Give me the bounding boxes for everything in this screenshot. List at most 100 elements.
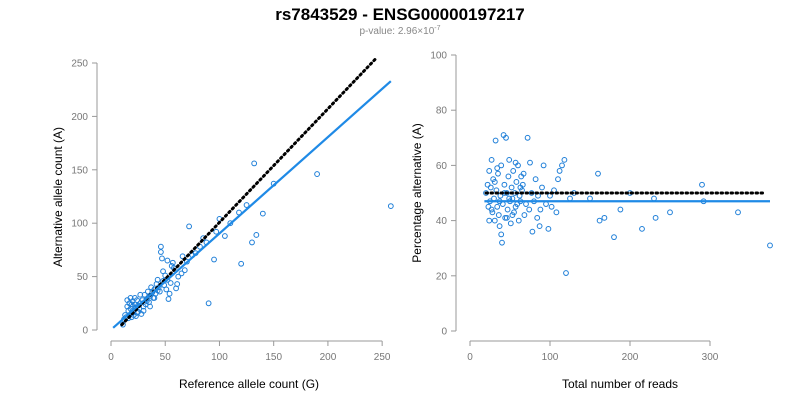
left-data-point — [163, 286, 170, 293]
chart-title: rs7843529 - ENSG00000197217 — [275, 5, 525, 24]
right-data-point — [496, 223, 503, 230]
right-data-point — [488, 206, 495, 213]
right-y-tick-label: 20 — [436, 271, 448, 282]
right-data-point — [735, 209, 741, 216]
left-y-tick-label: 100 — [71, 219, 88, 230]
left-data-point — [159, 255, 165, 262]
right-y-axis-label: Percentage alternative (A) — [410, 123, 424, 262]
left-data-point — [387, 203, 394, 210]
left-data-point — [175, 273, 182, 280]
right-data-point — [488, 156, 495, 163]
left-fit-line — [112, 80, 392, 329]
right-data-point — [503, 190, 510, 196]
right-data-point — [495, 170, 501, 177]
right-data-point — [486, 168, 493, 174]
right-data-point — [534, 214, 541, 221]
right-data-point — [545, 225, 552, 232]
left-data-point — [314, 171, 320, 177]
right-data-point — [767, 242, 773, 249]
left-data-point — [166, 290, 173, 297]
left-data-point — [238, 260, 245, 267]
right-x-tick-label: 300 — [702, 352, 719, 363]
right-data-point — [503, 134, 509, 141]
left-data-point — [205, 300, 212, 307]
right-data-point — [492, 137, 499, 144]
left-data-point — [213, 228, 220, 235]
left-plot-area: 0 50 100 150 200 250 0 50 100 150 200 250 — [71, 56, 394, 363]
subtitle-base: p-value: 2.96×10 — [359, 26, 434, 37]
right-data-point — [484, 181, 491, 188]
right-data-point — [494, 165, 501, 172]
right-data-point — [498, 162, 505, 169]
right-x-axis-label: Total number of reads — [562, 377, 678, 391]
right-y-tick-label: 0 — [441, 327, 447, 338]
left-data-point — [227, 220, 234, 227]
right-data-point — [548, 203, 555, 210]
right-data-point — [617, 206, 624, 213]
right-data-point — [510, 168, 517, 174]
right-data-point — [561, 156, 568, 163]
right-x-tick-label: 100 — [542, 352, 559, 363]
left-data-point — [154, 276, 161, 283]
left-data-point — [259, 210, 266, 217]
right-y-tick-label: 60 — [436, 161, 448, 172]
right-data-point — [526, 206, 533, 213]
left-x-tick-label: 50 — [160, 352, 172, 363]
left-x-tick-label: 150 — [265, 352, 282, 363]
left-data-point — [160, 268, 166, 275]
left-y-tick-label: 150 — [71, 165, 88, 176]
right-data-point — [537, 206, 544, 213]
right-data-point — [611, 234, 617, 241]
right-data-point — [596, 217, 603, 224]
left-y-tick-label: 250 — [71, 59, 88, 70]
left-data-point — [140, 307, 147, 314]
right-data-point — [489, 209, 496, 216]
left-y-axis-label: Alternative allele count (A) — [51, 127, 65, 267]
left-data-point — [221, 233, 228, 239]
right-data-point — [485, 203, 492, 210]
right-data-point — [601, 214, 608, 221]
right-data-point — [639, 225, 645, 232]
right-data-point — [532, 176, 539, 183]
right-data-point — [699, 181, 705, 188]
right-data-point — [498, 231, 505, 238]
right-y-tick-label: 100 — [430, 51, 447, 62]
left-data-point — [165, 296, 172, 302]
right-data-point — [506, 156, 513, 163]
right-data-point — [491, 217, 498, 224]
right-data-point — [504, 206, 511, 213]
right-data-point — [556, 168, 563, 174]
right-data-point — [553, 209, 560, 216]
right-data-point — [555, 176, 561, 183]
right-data-point — [540, 162, 547, 169]
right-data-point — [524, 134, 531, 141]
left-x-tick-label: 0 — [108, 352, 114, 363]
left-reference-line — [120, 56, 379, 327]
right-data-point — [515, 217, 522, 224]
right-data-point — [499, 239, 505, 246]
left-data-point — [179, 253, 186, 260]
right-data-point — [494, 203, 501, 210]
right-data-point — [509, 212, 516, 218]
left-data-point — [243, 202, 250, 208]
right-data-point — [486, 217, 493, 224]
left-data-point — [211, 256, 217, 263]
right-data-point — [563, 270, 569, 276]
left-y-tick-label: 200 — [71, 112, 88, 123]
left-x-tick-label: 100 — [211, 352, 228, 363]
right-data-point — [503, 214, 510, 221]
left-data-point — [174, 281, 181, 287]
left-y-tick-label: 50 — [77, 272, 89, 283]
left-data-point — [169, 259, 176, 266]
left-data-point — [249, 239, 255, 246]
left-data-point — [134, 297, 140, 303]
subtitle-exponent: -7 — [434, 25, 440, 32]
right-data-point — [491, 179, 498, 185]
right-data-point — [652, 214, 659, 221]
right-plot-area: 0 100 200 300 0 20 40 60 80 100 — [430, 51, 773, 363]
right-data-point — [529, 228, 536, 235]
left-data-point — [157, 249, 164, 255]
right-data-point — [521, 212, 528, 218]
left-x-tick-label: 250 — [374, 352, 391, 363]
